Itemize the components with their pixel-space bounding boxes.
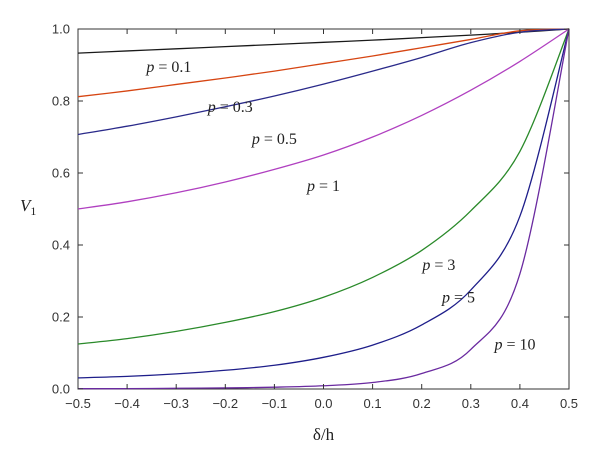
y-axis-ticks: 0.0 0.2 0.4 0.6 0.8 1.0 bbox=[52, 22, 569, 397]
y-tick-label: 0.4 bbox=[52, 238, 70, 253]
curve-label: p = 1 bbox=[306, 178, 340, 195]
curve-label: p = 5 bbox=[441, 290, 475, 307]
x-axis-title: δ/h bbox=[313, 425, 335, 444]
series-line bbox=[77, 28, 570, 379]
x-tick-label: −0.5 bbox=[65, 396, 91, 411]
y-axis-title-sub: 1 bbox=[30, 204, 36, 218]
x-tick-label: 0.2 bbox=[413, 396, 431, 411]
x-tick-label: −0.2 bbox=[212, 396, 238, 411]
x-tick-label: 0.3 bbox=[462, 396, 480, 411]
curve-label: p = 10 bbox=[493, 336, 535, 353]
y-axis-title-main: V bbox=[20, 196, 33, 215]
series-line bbox=[77, 28, 570, 210]
x-tick-label: 0.5 bbox=[560, 396, 578, 411]
series-line bbox=[77, 28, 570, 136]
x-tick-label: −0.4 bbox=[114, 396, 140, 411]
curve-label: p = 0.1 bbox=[145, 59, 191, 76]
series-line bbox=[77, 28, 570, 54]
x-tick-label: −0.3 bbox=[163, 396, 189, 411]
y-tick-label: 0.2 bbox=[52, 310, 70, 325]
y-tick-label: 0.0 bbox=[52, 382, 70, 397]
curve-label: p = 0.5 bbox=[251, 131, 297, 148]
y-tick-label: 0.6 bbox=[52, 166, 70, 181]
curves bbox=[77, 28, 570, 390]
x-tick-label: −0.1 bbox=[262, 396, 288, 411]
x-tick-label: 0.1 bbox=[364, 396, 382, 411]
x-tick-label: 0.0 bbox=[314, 396, 332, 411]
x-axis-ticks: −0.5 −0.4 −0.3 −0.2 −0.1 0.0 0.1 0.2 0.3 0.4 0.5 bbox=[65, 29, 578, 411]
series-line bbox=[77, 28, 570, 390]
series-line bbox=[77, 28, 570, 345]
series-line bbox=[77, 28, 570, 98]
curve-label: p = 0.3 bbox=[207, 99, 253, 116]
curve-labels: p = 0.1 p = 0.3 p = 0.5 p = 1 p = 3 p = 5 p = … bbox=[145, 59, 535, 353]
x-tick-label: 0.4 bbox=[511, 396, 529, 411]
y-tick-label: 1.0 bbox=[52, 22, 70, 37]
curve-label: p = 3 bbox=[421, 257, 455, 274]
y-tick-label: 0.8 bbox=[52, 94, 70, 109]
y-axis-title: V1 bbox=[20, 196, 36, 218]
